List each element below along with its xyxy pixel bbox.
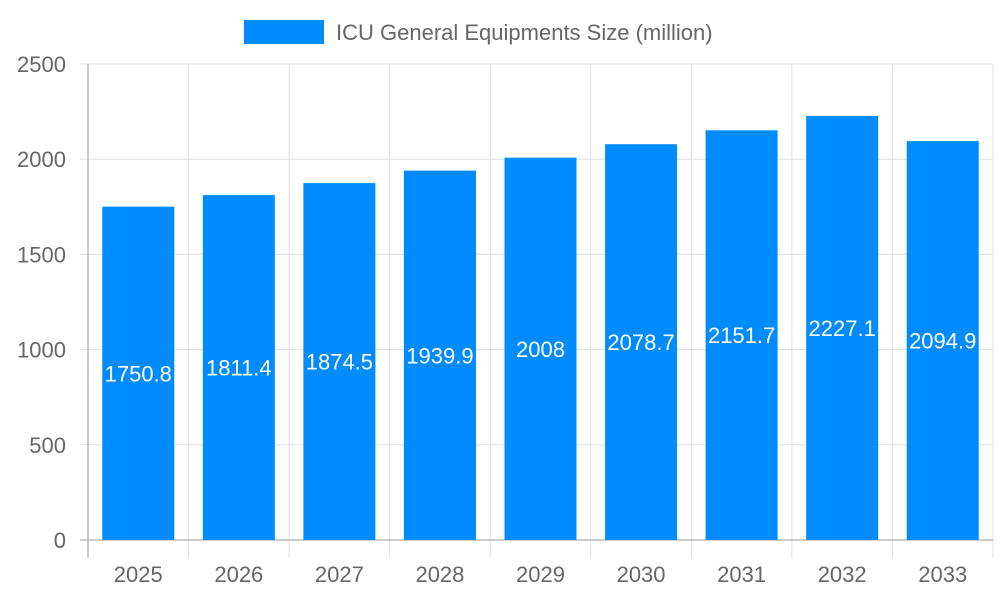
data-label: 2151.7 xyxy=(708,323,775,348)
x-tick-label: 2025 xyxy=(114,562,163,587)
x-tick-label: 2026 xyxy=(214,562,263,587)
data-label: 2227.1 xyxy=(809,316,876,341)
legend-label: ICU General Equipments Size (million) xyxy=(336,20,713,45)
data-label: 1874.5 xyxy=(306,350,373,375)
bar xyxy=(806,115,879,541)
x-tick-label: 2030 xyxy=(617,562,666,587)
data-label: 1939.9 xyxy=(406,343,473,368)
y-tick-label: 1500 xyxy=(17,242,66,267)
legend-swatch xyxy=(244,20,324,44)
bar xyxy=(504,157,577,540)
bar xyxy=(605,144,678,540)
x-tick-label: 2033 xyxy=(918,562,967,587)
y-tick-label: 2500 xyxy=(17,52,66,77)
data-label: 1811.4 xyxy=(206,356,272,381)
y-tick-label: 2000 xyxy=(17,147,66,172)
data-label: 2078.7 xyxy=(607,330,674,355)
x-tick-label: 2027 xyxy=(315,562,364,587)
y-tick-label: 1000 xyxy=(17,338,66,363)
x-tick-label: 2031 xyxy=(717,562,766,587)
bar xyxy=(403,170,476,540)
bar xyxy=(705,130,778,540)
y-tick-label: 0 xyxy=(54,528,66,553)
y-tick-label: 500 xyxy=(29,433,66,458)
x-tick-label: 2032 xyxy=(818,562,867,587)
bar xyxy=(303,183,376,540)
data-label: 2094.9 xyxy=(909,329,976,354)
bar xyxy=(906,141,979,540)
data-label: 1750.8 xyxy=(105,361,172,386)
bar xyxy=(202,195,275,540)
data-label: 2008 xyxy=(516,337,565,362)
bar xyxy=(102,206,175,540)
x-tick-label: 2028 xyxy=(415,562,464,587)
x-tick-label: 2029 xyxy=(516,562,565,587)
